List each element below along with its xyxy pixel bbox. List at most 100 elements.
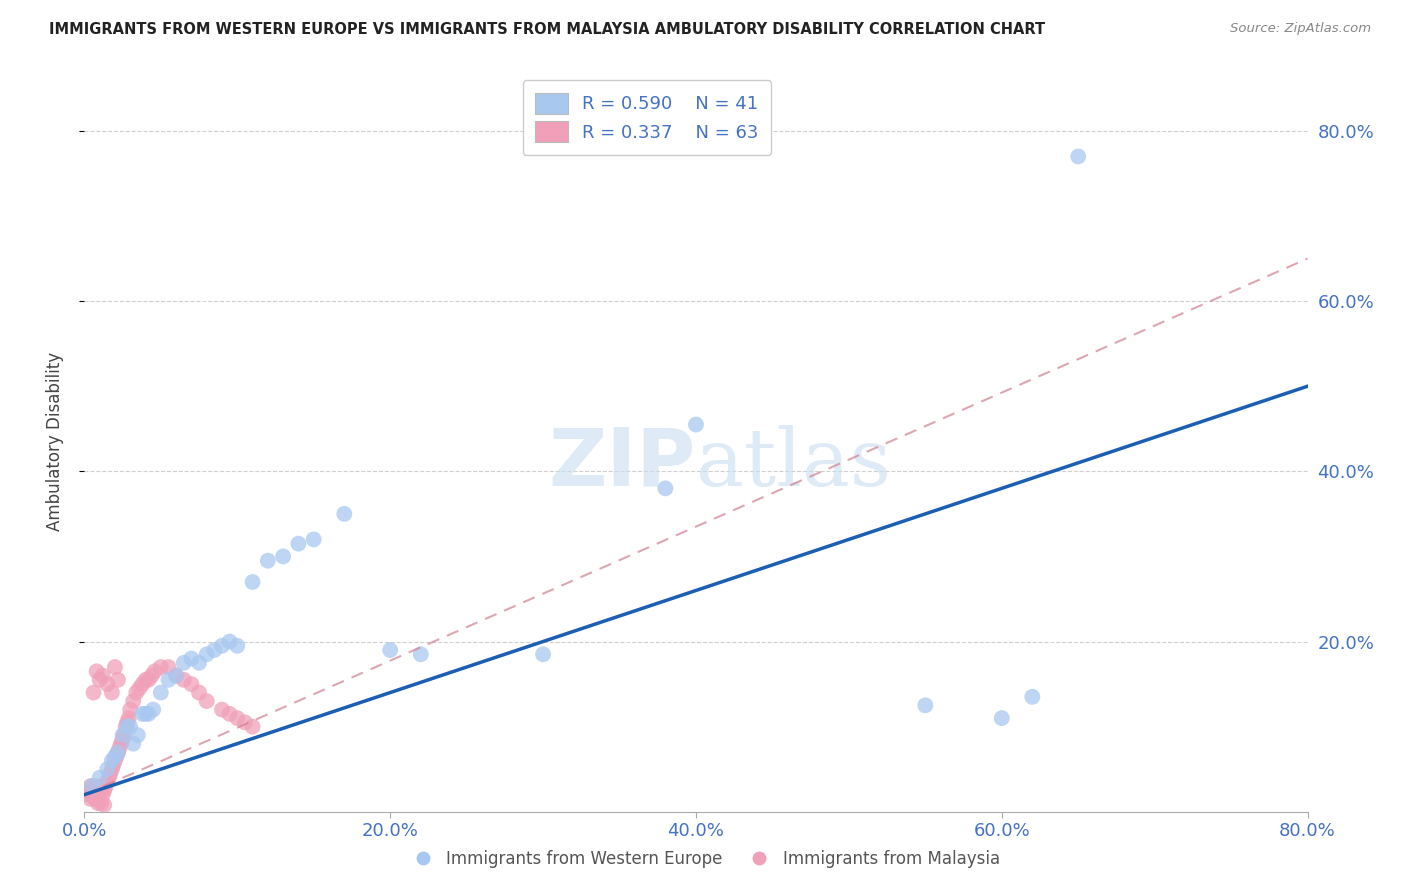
Point <box>120 720 142 734</box>
Point <box>125 685 148 699</box>
Point <box>271 549 294 564</box>
Point <box>287 536 309 550</box>
Point <box>302 533 325 547</box>
Point <box>127 728 149 742</box>
Point <box>105 749 128 764</box>
Point <box>107 673 129 687</box>
Point <box>83 789 105 804</box>
Point <box>90 779 112 793</box>
Point <box>103 758 125 772</box>
Point <box>91 668 114 682</box>
Text: Source: ZipAtlas.com: Source: ZipAtlas.com <box>1230 22 1371 36</box>
Point <box>257 554 280 568</box>
Point <box>115 720 138 734</box>
Point <box>91 788 114 802</box>
Point <box>226 711 249 725</box>
Point <box>1067 149 1090 163</box>
Text: IMMIGRANTS FROM WESTERN EUROPE VS IMMIGRANTS FROM MALAYSIA AMBULATORY DISABILITY: IMMIGRANTS FROM WESTERN EUROPE VS IMMIGR… <box>49 22 1045 37</box>
Point <box>195 694 218 708</box>
Point <box>242 720 264 734</box>
Point <box>135 706 157 721</box>
Point <box>131 677 153 691</box>
Point <box>141 668 163 682</box>
Point <box>107 745 129 759</box>
Point <box>1021 690 1043 704</box>
Point <box>97 771 120 785</box>
Point <box>233 715 256 730</box>
Point <box>80 783 103 797</box>
Legend: R = 0.590    N = 41, R = 0.337    N = 63: R = 0.590 N = 41, R = 0.337 N = 63 <box>523 80 772 154</box>
Point <box>173 656 195 670</box>
Point <box>138 706 160 721</box>
Point <box>135 673 157 687</box>
Point <box>202 643 225 657</box>
Point <box>101 762 124 776</box>
Point <box>83 685 105 699</box>
Point <box>94 779 117 793</box>
Text: ZIP: ZIP <box>548 425 696 503</box>
Point <box>77 783 100 797</box>
Point <box>143 665 166 679</box>
Point <box>149 685 172 699</box>
Point <box>188 656 211 670</box>
Point <box>122 737 145 751</box>
Point <box>86 788 108 802</box>
Point <box>98 766 121 780</box>
Point <box>226 639 249 653</box>
Point <box>111 732 134 747</box>
Point <box>107 745 129 759</box>
Point <box>218 706 240 721</box>
Point <box>380 643 402 657</box>
Point <box>96 677 118 691</box>
Point <box>79 779 101 793</box>
Point <box>104 660 127 674</box>
Point <box>84 792 107 806</box>
Text: atlas: atlas <box>696 425 891 503</box>
Point <box>101 754 124 768</box>
Point <box>96 775 118 789</box>
Y-axis label: Ambulatory Disability: Ambulatory Disability <box>45 352 63 531</box>
Point <box>149 660 172 674</box>
Point <box>89 783 111 797</box>
Point <box>242 574 264 589</box>
Point <box>114 720 136 734</box>
Point <box>86 665 108 679</box>
Point <box>195 648 218 662</box>
Point <box>90 796 112 810</box>
Point <box>112 728 135 742</box>
Point <box>89 673 111 687</box>
Point <box>991 711 1014 725</box>
Point <box>409 648 432 662</box>
Point <box>93 783 115 797</box>
Point <box>685 417 707 432</box>
Point <box>93 797 115 812</box>
Point <box>188 685 211 699</box>
Point <box>131 706 153 721</box>
Point <box>101 685 124 699</box>
Point <box>77 788 100 802</box>
Point <box>165 668 187 682</box>
Point <box>654 481 676 495</box>
Point <box>128 681 150 696</box>
Point <box>914 698 936 713</box>
Point <box>157 673 180 687</box>
Point <box>79 792 101 806</box>
Point <box>84 779 107 793</box>
Point <box>108 740 131 755</box>
Point <box>120 703 142 717</box>
Point <box>87 792 110 806</box>
Point <box>180 677 202 691</box>
Legend: Immigrants from Western Europe, Immigrants from Malaysia: Immigrants from Western Europe, Immigran… <box>399 844 1007 875</box>
Point <box>111 728 134 742</box>
Point <box>96 762 118 776</box>
Point <box>80 779 103 793</box>
Point <box>89 771 111 785</box>
Point <box>211 639 233 653</box>
Point <box>173 673 195 687</box>
Point <box>531 648 554 662</box>
Point <box>122 694 145 708</box>
Point <box>333 507 356 521</box>
Point <box>180 651 202 665</box>
Point <box>104 749 127 764</box>
Point <box>118 711 141 725</box>
